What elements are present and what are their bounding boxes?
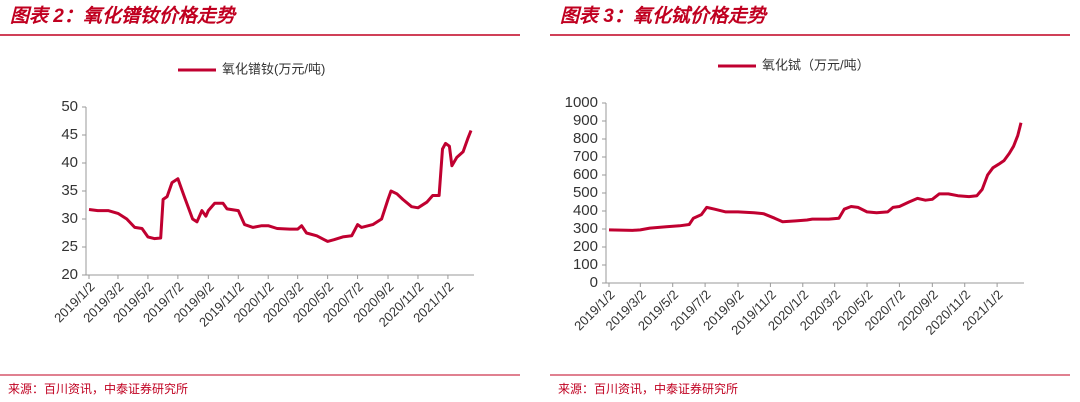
y-tick-label: 20	[61, 266, 78, 283]
y-tick-label: 500	[573, 184, 598, 201]
legend-label: 氧化镨钕(万元/吨)	[222, 61, 325, 76]
y-tick-label: 25	[61, 238, 78, 255]
y-tick-label: 900	[573, 112, 598, 129]
y-tick-label: 100	[573, 256, 598, 273]
series-line	[88, 129, 473, 243]
chart-title: 图表 3：氧化铽价格走势	[560, 5, 769, 27]
y-tick-label: 200	[573, 238, 598, 255]
chart-title: 图表 2：氧化镨钕价格走势	[10, 5, 238, 27]
series-line	[608, 122, 1023, 232]
legend-label: 氧化铽（万元/吨）	[762, 57, 870, 72]
y-tick-label: 1000	[565, 94, 598, 111]
source: 来源：百川资讯，中泰证券研究所	[8, 381, 188, 396]
y-tick-label: 400	[573, 202, 598, 219]
y-tick-label: 35	[61, 182, 78, 199]
y-tick-label: 300	[573, 220, 598, 237]
y-tick-label: 30	[61, 210, 78, 227]
y-tick-label: 700	[573, 148, 598, 165]
y-tick-label: 0	[590, 274, 598, 291]
y-tick-label: 800	[573, 130, 598, 147]
y-tick-label: 50	[61, 98, 78, 115]
y-tick-label: 600	[573, 166, 598, 183]
y-tick-label: 45	[61, 126, 78, 143]
source: 来源：百川资讯，中泰证券研究所	[558, 381, 738, 396]
y-tick-label: 40	[61, 154, 78, 171]
